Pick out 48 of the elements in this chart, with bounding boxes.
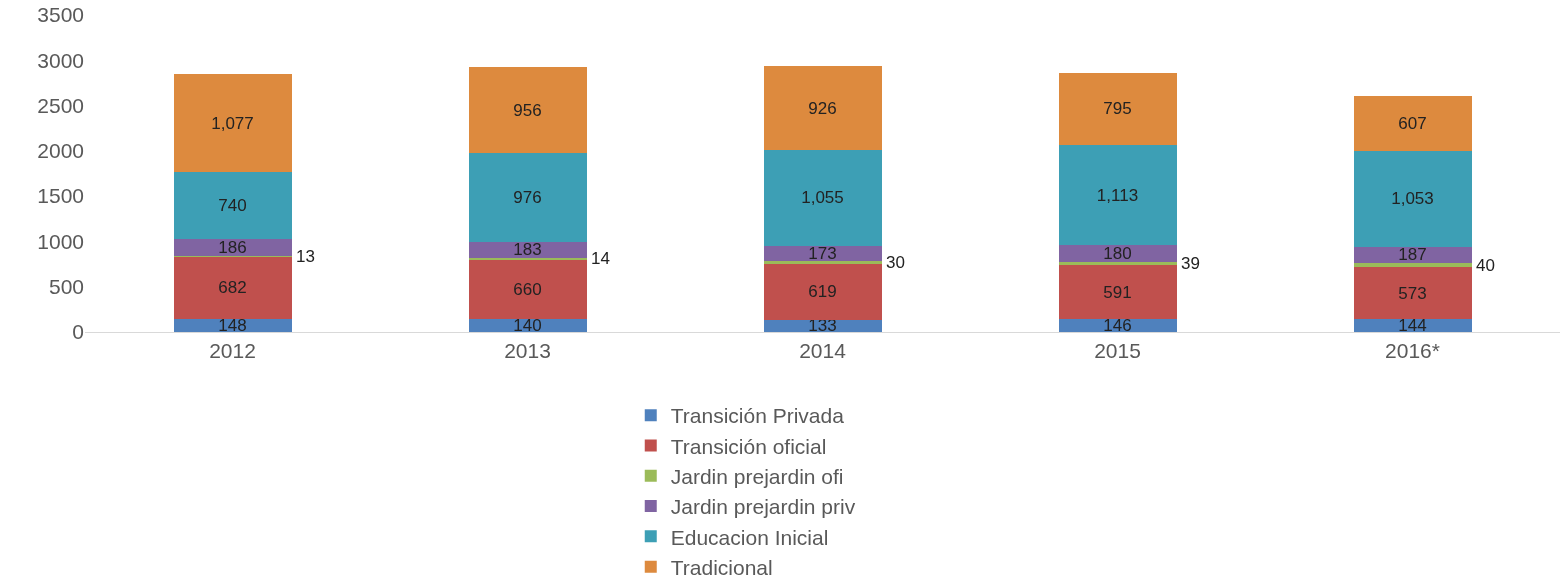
data-label: 619 [808, 282, 837, 302]
x-tick-label: 2014 [799, 339, 847, 363]
data-label: 795 [1103, 99, 1132, 119]
data-label: 183 [513, 240, 542, 260]
data-label: 39 [1181, 254, 1200, 273]
data-label: 186 [218, 237, 247, 257]
data-label: 660 [513, 279, 542, 299]
data-label: 40 [1476, 256, 1495, 275]
legend-label: Jardin prejardin priv [670, 495, 856, 519]
y-tick-label: 1500 [37, 184, 84, 208]
data-label: 740 [218, 195, 247, 215]
y-tick-label: 3500 [37, 3, 84, 27]
data-label: 180 [1103, 244, 1132, 264]
x-tick-label: 2015 [1094, 339, 1141, 363]
data-label: 140 [513, 316, 542, 336]
data-label: 591 [1103, 282, 1132, 302]
x-tick-label: 2016* [1385, 339, 1440, 363]
data-label: 14 [591, 249, 610, 268]
y-tick-label: 2000 [37, 139, 84, 163]
data-label: 573 [1398, 283, 1427, 303]
y-tick-label: 3000 [37, 48, 84, 72]
y-tick-label: 1000 [37, 229, 84, 253]
legend-label: Transición oficial [670, 434, 827, 458]
y-tick-label: 2500 [37, 93, 84, 117]
data-label: 976 [513, 188, 542, 207]
data-label: 607 [1398, 114, 1427, 134]
x-tick-label: 2013 [504, 339, 551, 363]
legend-label: Transición Privada [670, 404, 845, 428]
data-label: 187 [1398, 245, 1427, 265]
data-label: 146 [1103, 315, 1132, 335]
data-label: 144 [1398, 315, 1427, 335]
data-label: 1,053 [1391, 189, 1434, 209]
data-label: 148 [218, 315, 247, 335]
legend-label: Jardin prejardin ofi [670, 464, 844, 488]
legend-label: Educacion Inicial [670, 525, 829, 549]
data-label: 30 [886, 253, 905, 272]
data-label: 926 [808, 98, 837, 118]
data-label: 956 [513, 100, 542, 120]
x-tick-label: 2012 [209, 339, 256, 363]
y-tick-label: 0 [72, 320, 84, 344]
y-tick-label: 500 [48, 275, 84, 299]
data-label: 173 [808, 243, 837, 263]
data-label: 1,077 [211, 113, 254, 133]
legend-label: Tradicional [670, 555, 773, 579]
data-label: 1,055 [801, 188, 844, 208]
data-label: 13 [296, 247, 315, 266]
data-label: 1,113 [1096, 185, 1139, 205]
data-label: 682 [218, 278, 247, 298]
